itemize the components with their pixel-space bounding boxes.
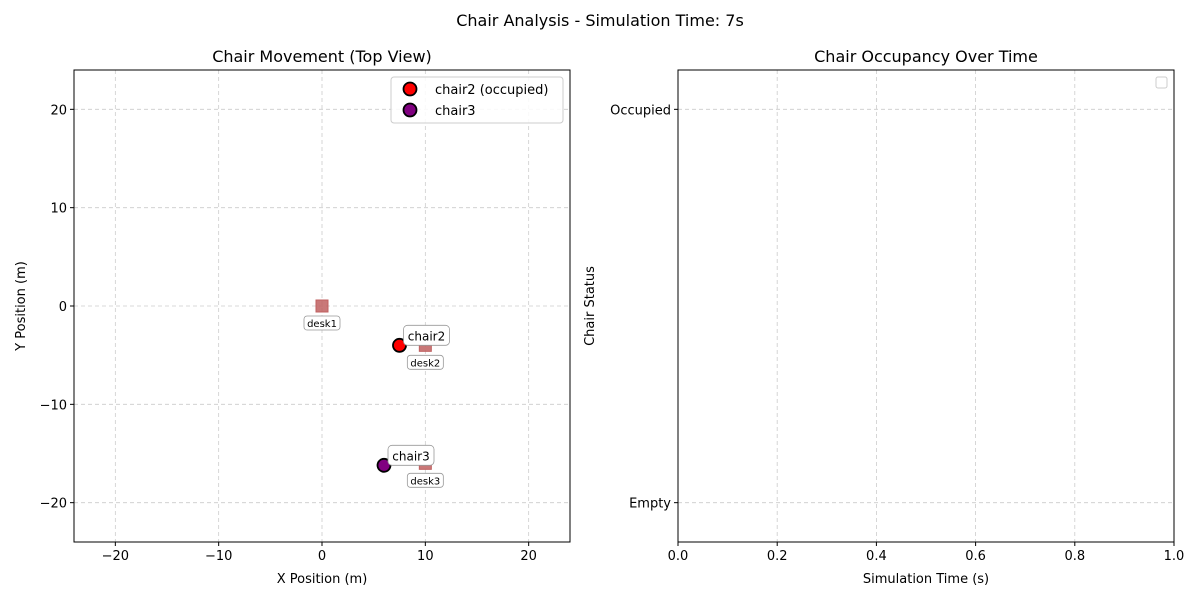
- desk-marker: [315, 299, 329, 313]
- y-tick-label: −20: [40, 497, 67, 512]
- legend-frame: [390, 76, 564, 124]
- chair-label-text: chair3: [392, 449, 429, 463]
- y-tick-label: 0: [59, 300, 67, 315]
- x-tick-label: −10: [205, 549, 232, 564]
- desk-label-box: [406, 472, 444, 488]
- y-axis-label: Chair Status: [583, 266, 598, 346]
- y-tick-label: Empty: [629, 497, 671, 512]
- legend: [1155, 76, 1168, 89]
- x-axis-label: X Position (m): [277, 572, 368, 587]
- y-axis-label: Y Position (m): [14, 261, 29, 352]
- y-tick-label: −10: [40, 398, 67, 413]
- chart-title: Chair Movement (Top View): [212, 47, 432, 66]
- desk-label-box: [303, 315, 341, 331]
- legend: chair2 (occupied) chair3: [390, 76, 564, 124]
- chair-label: chair3: [387, 444, 435, 466]
- chair-movement-chart: −20 −10 0 10 20 −20 −10 0 10 20 Chair Movement (To…: [14, 47, 571, 587]
- x-tick-label: −20: [102, 549, 129, 564]
- desk-label-text: desk3: [410, 476, 440, 487]
- chair-label-box: [387, 444, 435, 466]
- figure-suptitle: Chair Analysis - Simulation Time: 7s: [456, 11, 744, 30]
- legend-marker: [402, 102, 418, 118]
- desk-label: desk1: [303, 315, 341, 331]
- chart-title: Chair Occupancy Over Time: [814, 47, 1038, 66]
- desk-label-text: desk2: [410, 358, 440, 369]
- x-tick-label: 0.0: [668, 549, 689, 564]
- desk-label: desk2: [406, 354, 444, 370]
- chair-label: chair2: [403, 324, 450, 346]
- x-tick-label: 0.4: [866, 549, 887, 564]
- x-tick-label: 1.0: [1164, 549, 1185, 564]
- x-tick-label: 0: [318, 549, 326, 564]
- legend-marker: [402, 81, 418, 97]
- chair-label-text: chair2: [408, 329, 445, 343]
- desk-label-text: desk1: [307, 319, 337, 330]
- x-tick-label: 10: [417, 549, 434, 564]
- y-tick-label: 20: [50, 103, 67, 118]
- desk-label: desk3: [406, 472, 444, 488]
- x-tick-label: 20: [520, 549, 537, 564]
- y-tick-label: Occupied: [610, 103, 671, 118]
- plot-frame: [677, 69, 1175, 543]
- x-tick-label: 0.6: [965, 549, 986, 564]
- chair-label-box: [403, 324, 450, 346]
- chair-occupancy-chart: 0.0 0.2 0.4 0.6 0.8 1.0 Empty Occupied Chair Occ…: [583, 47, 1184, 587]
- x-axis-label: Simulation Time (s): [863, 572, 989, 587]
- x-tick-label: 0.8: [1064, 549, 1085, 564]
- legend-label: chair2 (occupied): [435, 83, 548, 98]
- legend-label: chair3: [435, 104, 476, 119]
- desk-label-box: [406, 354, 444, 370]
- y-tick-label: 10: [50, 202, 67, 217]
- x-tick-label: 0.2: [767, 549, 788, 564]
